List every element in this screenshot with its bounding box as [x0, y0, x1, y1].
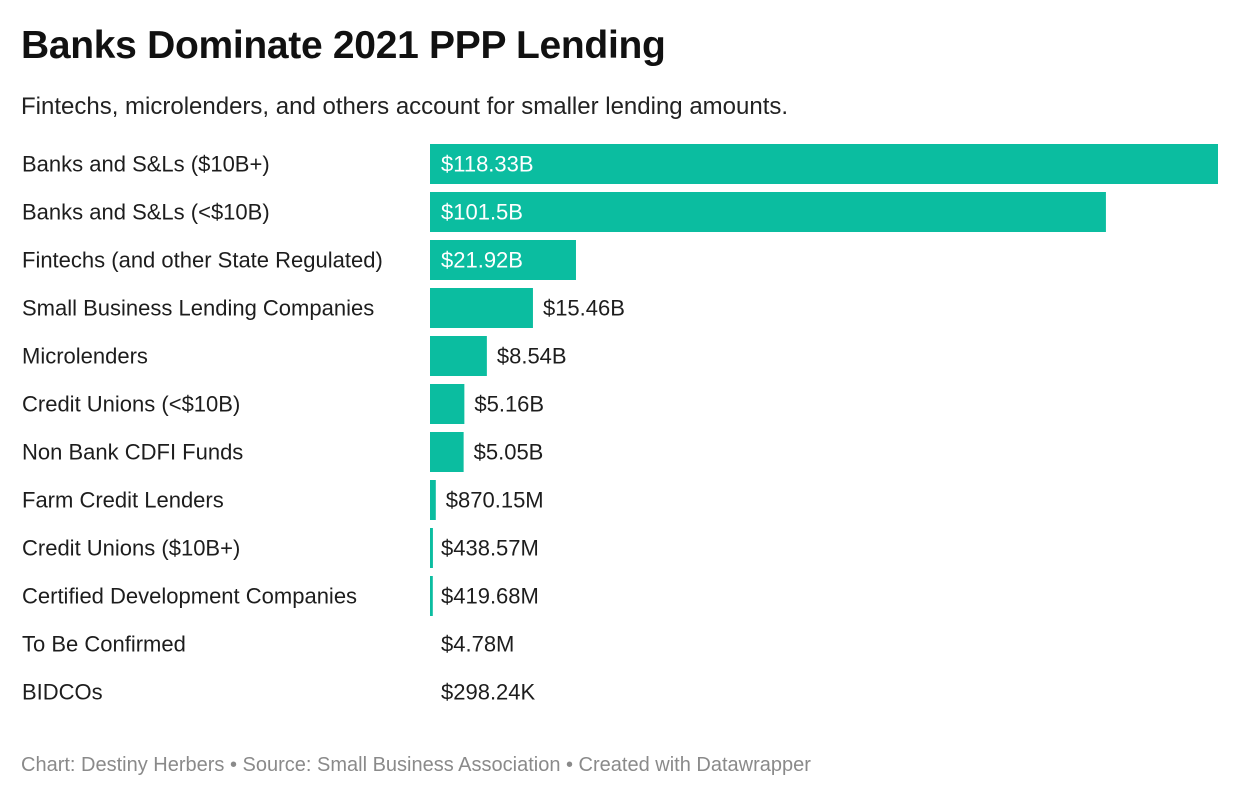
value-label: $118.33B [441, 152, 534, 177]
category-label: BIDCOs [22, 680, 103, 705]
bar [430, 336, 487, 376]
category-label: To Be Confirmed [22, 632, 186, 657]
value-label: $8.54B [497, 344, 567, 369]
category-label: Non Bank CDFI Funds [22, 440, 243, 465]
value-label: $5.16B [474, 392, 544, 417]
value-label: $101.5B [441, 200, 523, 225]
value-label: $870.15M [446, 488, 544, 513]
category-label: Banks and S&Ls ($10B+) [22, 152, 270, 177]
category-label: Certified Development Companies [22, 584, 357, 609]
chart-subtitle: Fintechs, microlenders, and others accou… [21, 93, 789, 120]
value-label: $4.78M [441, 632, 514, 657]
bar [430, 432, 464, 472]
category-label: Credit Unions (<$10B) [22, 392, 240, 417]
category-label: Credit Unions ($10B+) [22, 536, 240, 561]
bar [430, 144, 1218, 184]
bar [430, 528, 433, 568]
category-label: Farm Credit Lenders [22, 488, 224, 513]
bar [430, 384, 465, 424]
category-label: Banks and S&Ls (<$10B) [22, 200, 270, 225]
value-label: $438.57M [441, 536, 539, 561]
chart-title: Banks Dominate 2021 PPP Lending [21, 24, 666, 67]
category-label: Fintechs (and other State Regulated) [22, 248, 383, 273]
value-label: $21.92B [441, 248, 523, 273]
bar [430, 192, 1106, 232]
bar [430, 288, 533, 328]
value-label: $419.68M [441, 584, 539, 609]
value-label: $298.24K [441, 680, 536, 705]
category-label: Small Business Lending Companies [22, 296, 374, 321]
bar [430, 480, 436, 520]
bar [430, 576, 433, 616]
value-label: $15.46B [543, 296, 625, 321]
chart-footer: Chart: Destiny Herbers • Source: Small B… [21, 754, 811, 776]
category-label: Microlenders [22, 344, 148, 369]
bar [430, 240, 576, 280]
value-label: $5.05B [474, 440, 544, 465]
